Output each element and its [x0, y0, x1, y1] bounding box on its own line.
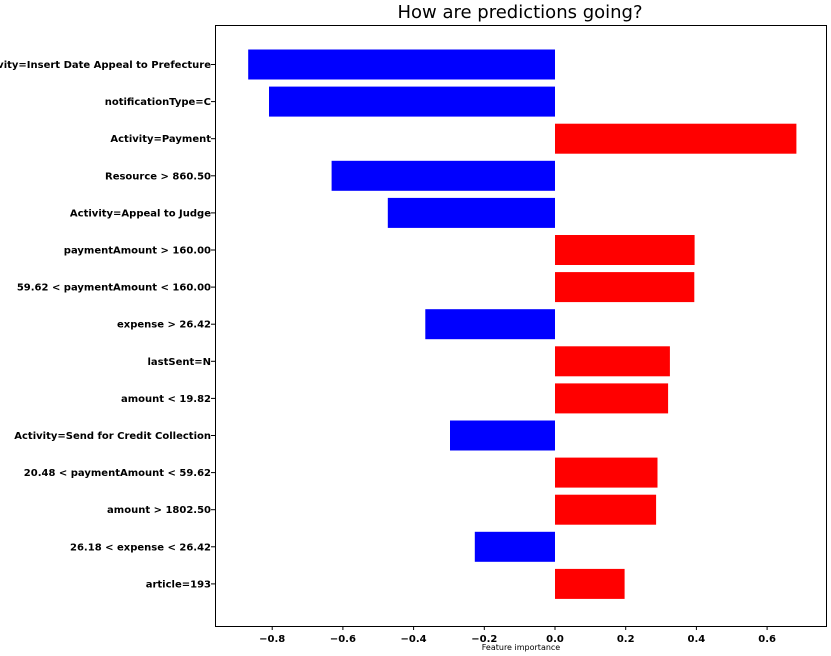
bar-14	[555, 568, 625, 599]
y-tick-label-7: expense > 26.42	[117, 320, 211, 331]
y-tick-label-2: Activity=Payment	[110, 134, 211, 145]
y-tick-label-9: amount < 19.82	[121, 394, 211, 405]
bar-9	[555, 383, 669, 414]
bar-10	[450, 420, 555, 451]
bar-11	[555, 457, 658, 488]
x-tick-label-2: −0.4	[401, 634, 427, 645]
y-tick-label-4: Activity=Appeal to Judge	[70, 208, 211, 219]
bar-6	[555, 272, 695, 303]
bar-13	[474, 531, 555, 562]
y-tick-label-10: Activity=Send for Credit Collection	[14, 431, 211, 442]
y-tick-label-1: notificationType=C	[105, 97, 211, 108]
x-tick-label-7: 0.6	[758, 634, 776, 645]
bar-3	[331, 160, 555, 191]
x-tick-label-6: 0.4	[688, 634, 706, 645]
y-tick-label-14: article=193	[146, 579, 211, 590]
y-tick-labels: Activity=Insert Date Appeal to Prefectur…	[0, 60, 215, 590]
y-tick-label-6: 59.62 < paymentAmount < 160.00	[17, 283, 211, 294]
bar-2	[555, 123, 797, 154]
bar-1	[269, 86, 555, 117]
chart-title: How are predictions going?	[397, 2, 642, 23]
y-tick-label-3: Resource > 860.50	[105, 171, 211, 182]
y-tick-label-11: 20.48 < paymentAmount < 59.62	[24, 468, 211, 479]
bar-5	[555, 235, 695, 265]
bar-12	[555, 494, 657, 525]
x-tick-label-3: −0.2	[471, 634, 497, 645]
bar-8	[555, 346, 670, 377]
y-tick-label-0: Activity=Insert Date Appeal to Prefectur…	[0, 60, 211, 71]
bar-4	[387, 197, 555, 228]
y-tick-label-8: lastSent=N	[147, 357, 211, 368]
x-axis-label: Feature importance	[482, 643, 561, 652]
bars-group	[248, 49, 797, 599]
x-tick-label-0: −0.8	[259, 634, 285, 645]
x-ticks: −0.8 −0.6 −0.4 −0.2 0.0 0.2 0.4 0.6	[259, 626, 776, 645]
y-tick-label-12: amount > 1802.50	[107, 505, 211, 516]
plot-frame	[215, 25, 827, 627]
y-tick-label-5: paymentAmount > 160.00	[64, 246, 211, 257]
x-tick-label-5: 0.2	[617, 634, 635, 645]
bar-7	[425, 309, 555, 340]
x-tick-label-1: −0.6	[330, 634, 356, 645]
x-tick-label-4: 0.0	[546, 634, 564, 645]
y-tick-label-13: 26.18 < expense < 26.42	[70, 542, 211, 553]
bar-0	[248, 49, 555, 80]
